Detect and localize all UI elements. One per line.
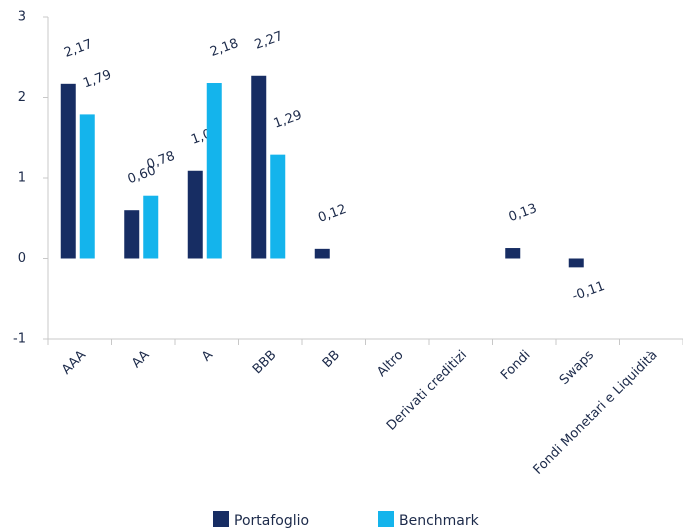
data-label: 2,27	[253, 29, 285, 53]
bar	[314, 248, 330, 259]
bar	[270, 154, 286, 259]
y-tick-label: 0	[18, 251, 26, 266]
x-tick-label: Fondi Monetari e Liquidità	[531, 348, 661, 478]
x-tick-label: Altro	[374, 348, 406, 380]
legend-swatch	[378, 511, 394, 527]
data-label: 1,79	[81, 67, 113, 91]
bar	[124, 210, 140, 259]
data-label: 2,18	[208, 36, 240, 60]
bar	[505, 248, 521, 259]
data-label: 2,17	[62, 37, 94, 61]
y-tick-label: 3	[18, 10, 26, 25]
x-tick-label: Swaps	[557, 348, 597, 388]
x-tick-label: BB	[320, 348, 343, 371]
y-tick-label: 2	[18, 90, 26, 105]
data-label: 0,13	[507, 201, 539, 225]
bar	[206, 83, 222, 259]
x-tick-label: BBB	[250, 348, 280, 378]
bar	[251, 75, 267, 259]
data-label: 1,29	[272, 108, 304, 132]
x-tick-label: AA	[129, 348, 153, 372]
data-label: 0,78	[145, 149, 177, 173]
x-tick-label: A	[199, 348, 216, 365]
bar	[79, 114, 95, 259]
data-label: 0,12	[316, 202, 348, 226]
legend-label: Benchmark	[399, 513, 480, 529]
data-label: -0,11	[570, 279, 607, 305]
bar	[143, 195, 159, 259]
y-tick-label: -1	[13, 332, 26, 347]
x-tick-label: Fondi	[498, 348, 533, 383]
y-tick-label: 1	[18, 171, 26, 186]
x-tick-label: AAA	[59, 348, 89, 378]
bar	[568, 258, 584, 268]
legend-swatch	[213, 511, 229, 527]
bar	[60, 83, 76, 259]
bar	[187, 170, 203, 259]
legend-label: Portafoglio	[234, 513, 309, 529]
